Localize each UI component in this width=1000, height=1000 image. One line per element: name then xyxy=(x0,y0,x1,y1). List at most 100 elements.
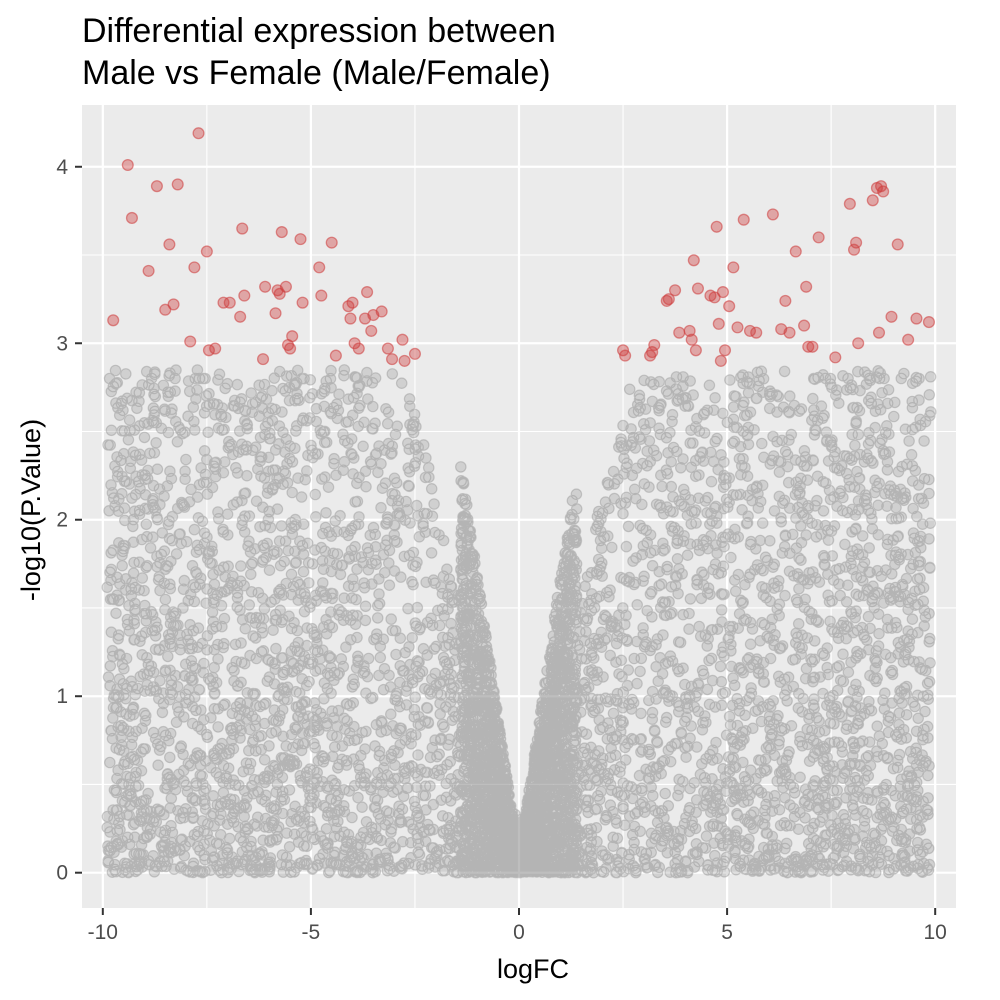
significant-point xyxy=(648,338,661,352)
significant-point xyxy=(712,317,725,330)
x-tick-label: -5 xyxy=(302,921,321,944)
y-tick-label: 3 xyxy=(56,332,68,355)
significant-point xyxy=(852,337,865,350)
significant-point xyxy=(847,243,861,256)
significant-point xyxy=(386,353,399,366)
significant-point xyxy=(850,236,863,249)
significant-point xyxy=(200,245,213,258)
significant-point xyxy=(396,333,409,346)
significant-point xyxy=(727,261,740,274)
significant-point xyxy=(398,354,411,367)
significant-point xyxy=(731,321,744,334)
significant-point xyxy=(885,310,898,323)
significant-point xyxy=(789,245,802,258)
significant-point xyxy=(296,296,309,309)
major-gridlines xyxy=(82,105,956,908)
chart-title-line-1: Differential expression between xyxy=(82,12,556,50)
significant-point xyxy=(365,324,378,337)
significant-point xyxy=(737,213,750,226)
significant-point xyxy=(922,316,935,329)
significant-point xyxy=(184,335,197,348)
y-tick-label: 0 xyxy=(56,862,68,885)
significant-point xyxy=(408,347,422,360)
significant-point xyxy=(689,344,702,357)
significant-point xyxy=(325,236,338,249)
significant-point xyxy=(167,298,180,311)
background-point-cloud xyxy=(101,364,937,879)
y-tick-label: 4 xyxy=(56,156,68,179)
significant-point xyxy=(779,294,792,307)
significant-point xyxy=(683,324,696,337)
significant-point xyxy=(344,312,357,325)
x-axis: -10 -5 0 5 10 xyxy=(88,908,947,944)
significant-point xyxy=(142,264,155,277)
significant-point xyxy=(279,280,292,293)
significant-point xyxy=(802,340,815,353)
x-tick-label: 10 xyxy=(924,921,947,944)
significant-point xyxy=(121,158,134,172)
y-axis-title: -log10(P.Value) xyxy=(16,419,46,601)
significant-point xyxy=(619,349,632,362)
significant-point xyxy=(284,342,297,355)
significant-point xyxy=(313,261,326,274)
significant-point xyxy=(646,346,659,359)
significant-point xyxy=(766,208,779,221)
significant-point xyxy=(843,197,856,210)
significant-point xyxy=(718,344,732,357)
significant-point xyxy=(812,231,825,244)
significant-point xyxy=(275,226,288,239)
significant-point xyxy=(800,280,813,293)
significant-point xyxy=(234,310,247,323)
significant-point xyxy=(716,286,729,299)
significant-point xyxy=(192,127,205,140)
y-axis: 0 1 2 3 4 xyxy=(56,156,82,885)
x-tick-label: -10 xyxy=(88,921,118,944)
significant-point xyxy=(891,238,904,251)
significant-point xyxy=(877,185,890,198)
significant-point xyxy=(294,233,307,246)
significant-point xyxy=(750,326,763,339)
significant-point xyxy=(286,330,299,343)
significant-point xyxy=(798,319,811,332)
significant-point xyxy=(662,293,675,306)
significant-point xyxy=(866,194,879,207)
significant-point xyxy=(269,307,282,320)
significant-point xyxy=(375,305,388,318)
significant-point xyxy=(806,340,819,353)
significant-point xyxy=(125,211,138,224)
significant-point xyxy=(256,353,270,366)
significant-point xyxy=(236,222,249,235)
y-tick-label: 2 xyxy=(56,509,68,532)
significant-point xyxy=(238,289,251,302)
significant-point xyxy=(171,178,184,191)
significant-point xyxy=(188,261,201,274)
significant-point xyxy=(872,326,886,339)
significant-points xyxy=(107,127,935,367)
significant-point xyxy=(217,296,230,309)
significant-point xyxy=(346,296,359,309)
significant-point xyxy=(209,342,222,355)
non-significant-points xyxy=(101,364,937,879)
y-tick-label: 1 xyxy=(56,685,68,708)
significant-point xyxy=(902,333,915,346)
x-tick-label: 0 xyxy=(513,921,525,944)
significant-point xyxy=(107,314,120,327)
significant-point xyxy=(259,280,272,293)
significant-point xyxy=(329,349,342,362)
chart-title: Differential expression between Male vs … xyxy=(82,12,556,92)
significant-point xyxy=(910,312,923,325)
significant-point xyxy=(673,326,686,339)
significant-point xyxy=(381,342,394,355)
significant-point xyxy=(361,286,374,299)
chart-title-line-2: Male vs Female (Male/Female) xyxy=(82,54,551,92)
significant-point xyxy=(223,296,236,309)
significant-point xyxy=(352,342,365,355)
significant-point xyxy=(691,282,705,295)
significant-point xyxy=(783,326,796,339)
significant-point xyxy=(669,284,682,297)
significant-point xyxy=(687,254,700,267)
x-axis-title: logFC xyxy=(497,954,569,984)
significant-point xyxy=(723,300,736,313)
significant-point xyxy=(150,180,163,193)
